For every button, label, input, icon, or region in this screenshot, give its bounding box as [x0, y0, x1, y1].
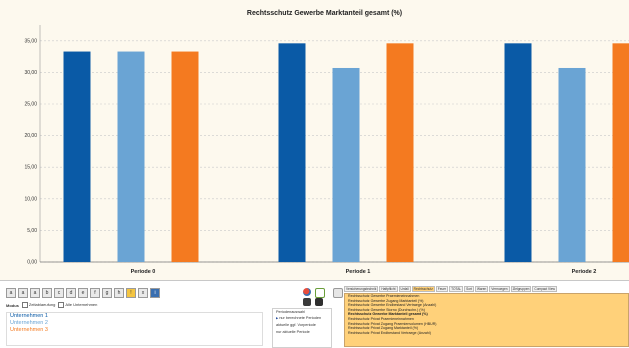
x-category-label: Periode 1 [346, 269, 371, 275]
bar-chart: Rechtsschutz Gewerbe Marktanteil gesamt … [0, 0, 629, 280]
y-tick-label: 30,00 [24, 70, 37, 76]
bar [559, 68, 586, 262]
option-zeitablaeufung[interactable]: Zeitablaeufung [22, 302, 55, 308]
pie-chart-icon[interactable] [303, 288, 311, 296]
toolbar-button[interactable]: a [6, 288, 16, 298]
tab[interactable]: Zielgruppen [511, 286, 532, 292]
toolbar-button[interactable]: e [78, 288, 88, 298]
y-tick-label: 0,00 [27, 260, 37, 266]
chart-type-icons [301, 288, 329, 306]
toolbar-button[interactable]: g [102, 288, 112, 298]
bar [387, 43, 414, 262]
bar [64, 52, 91, 262]
options-row: Modus Zeitablaeufung Alle Unternehmen [6, 302, 97, 308]
period-option-current-previous[interactable]: aktuelle ggf. Vorperiode [273, 322, 331, 329]
tab[interactable]: Versicherungstechnik [344, 286, 378, 292]
option-alle-unternehmen[interactable]: Alle Unternehmen [58, 302, 97, 308]
tab[interactable]: Unfall [399, 286, 411, 292]
tab[interactable]: TOTAL [449, 286, 463, 292]
company-item[interactable]: Unternehmen 3 [7, 327, 262, 334]
checkbox-icon [58, 302, 64, 308]
toolbar-button[interactable]: a [30, 288, 40, 298]
chart-panel: Rechtsschutz Gewerbe Marktanteil gesamt … [0, 0, 629, 280]
line-chart-icon[interactable] [315, 298, 323, 306]
toolbar-button[interactable]: c [54, 288, 64, 298]
toolbar-button[interactable]: d [66, 288, 76, 298]
tab[interactable]: Compact View [532, 286, 557, 292]
y-tick-label: 15,00 [24, 165, 37, 171]
toolbar-button[interactable]: f [90, 288, 100, 298]
options-label: Modus [6, 303, 19, 308]
y-tick-label: 5,00 [27, 228, 37, 234]
period-option-calculated[interactable]: nur berechnete Perioden [273, 315, 331, 322]
toolbar-button[interactable]: ! [126, 288, 136, 298]
tab[interactable]: Sort [464, 286, 474, 292]
bar [613, 43, 629, 262]
toolbar-button[interactable]: b [42, 288, 52, 298]
chart-title: Rechtsschutz Gewerbe Marktanteil gesamt … [247, 10, 402, 17]
tab[interactable]: Haftpflicht [379, 286, 397, 292]
toolbar-button[interactable]: i [150, 288, 160, 298]
bar [118, 52, 145, 262]
y-tick-label: 10,00 [24, 196, 37, 202]
y-tick-label: 35,00 [24, 38, 37, 44]
tab[interactable]: Feuer [436, 286, 448, 292]
tab[interactable]: Waren [475, 286, 488, 292]
x-category-label: Periode 0 [131, 269, 156, 275]
refresh-icon[interactable] [315, 288, 325, 298]
bar [333, 68, 360, 262]
tab[interactable]: Vermoegen [489, 286, 509, 292]
checkbox-icon [22, 302, 28, 308]
metric-item[interactable]: Rechtsschutz Privat Endbestand Vertraege… [345, 331, 628, 336]
wrench-icon[interactable] [333, 288, 343, 298]
period-selector: Periodenauswahl nur berechnete Perioden … [272, 308, 332, 348]
bar [279, 43, 306, 262]
tab[interactable]: Rechtsschutz [412, 286, 435, 292]
company-item[interactable]: Unternehmen 2 [7, 320, 262, 327]
bar [172, 52, 199, 262]
bar [505, 43, 532, 262]
company-item[interactable]: Unternehmen 1 [7, 313, 262, 320]
x-category-label: Periode 2 [572, 269, 597, 275]
period-option-current[interactable]: nur aktuelle Periode [273, 329, 331, 336]
toolbar-button[interactable]: x [138, 288, 148, 298]
y-tick-label: 25,00 [24, 102, 37, 108]
toolbar-button[interactable]: a [18, 288, 28, 298]
side-icons [333, 288, 342, 343]
y-tick-label: 20,00 [24, 133, 37, 139]
toolbar-button[interactable]: h [114, 288, 124, 298]
bar-chart-icon[interactable] [303, 298, 311, 306]
